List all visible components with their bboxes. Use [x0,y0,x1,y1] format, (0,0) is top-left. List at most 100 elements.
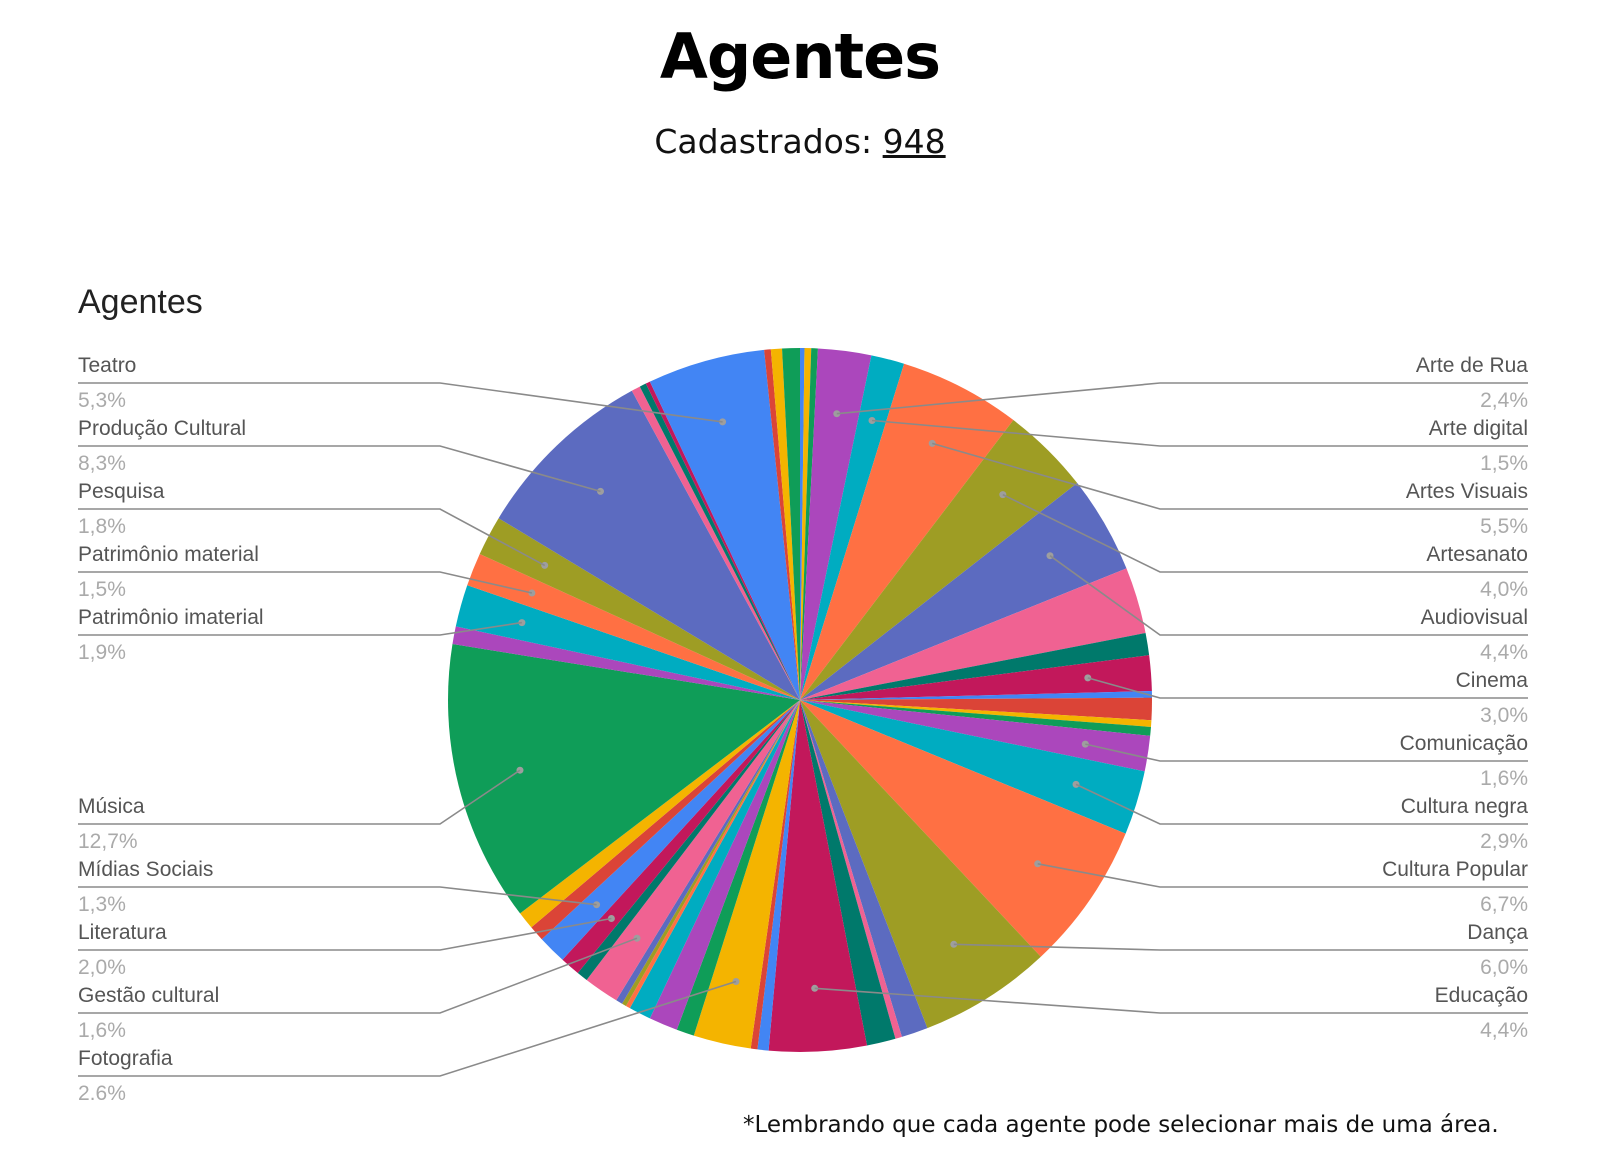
slice-label-artesanato: Artesanato [1426,543,1528,566]
slice-pct-cultura-popular: 6,7% [1480,893,1528,916]
slice-label-producao-cultural: Produção Cultural [78,417,246,440]
pie-slice-cultura-negra [800,700,1145,834]
pie-slice-20 [800,700,902,1039]
pie-slice-27 [649,700,800,1030]
slice-label-gestao-cultural: Gestão cultural [78,984,219,1007]
pie-slice-23 [757,700,800,1051]
pie-slice-29 [625,700,800,1009]
leader-line-cinema [1087,677,1528,699]
pie-slice-cinema [800,655,1152,700]
pie-slice-gestao-cultural [586,700,800,1001]
leader-line-producao-cultural [78,445,601,493]
pie-slice-33 [577,700,800,980]
pie-slice-26 [676,700,800,1036]
pie-slice-patrimonio-material [467,553,800,700]
leader-line-audiovisual [1049,555,1528,636]
pie-slice-0 [800,348,805,700]
pie-slice-educacao [768,700,868,1052]
pie-slice-patrimonio-imaterial [455,585,800,700]
slice-label-comunicacao: Comunicação [1400,732,1528,755]
pie-slice-21 [800,700,896,1046]
slice-label-arte-de-rua: Arte de Rua [1416,354,1528,377]
slice-label-literatura: Literatura [78,921,167,944]
leader-line-cultura-popular [1037,863,1528,888]
leader-line-artes-visuais [931,442,1528,510]
pie-slice-11 [800,691,1152,700]
registered-count-label: Cadastrados: [654,122,883,161]
pie-slice-teatro [649,349,800,700]
pie-slice-24 [750,700,800,1050]
pie-slice-1 [800,348,812,700]
pie-slice-literatura [562,700,800,973]
label-leaders [78,382,1528,1077]
pie-slice-49 [770,348,800,700]
pie-slice-36 [531,700,800,940]
slice-label-danca: Dança [1467,921,1528,944]
slice-pct-producao-cultural: 8,3% [78,452,126,475]
slice-pct-danca: 6,0% [1480,956,1528,979]
slice-label-audiovisual: Audiovisual [1421,606,1528,629]
slice-label-teatro: Teatro [78,354,136,377]
slice-pct-patrimonio-material: 1,5% [78,578,126,601]
pie-slice-arte-digital [800,355,905,700]
slice-pct-musica: 12,7% [78,830,138,853]
leader-line-pesquisa [78,508,546,567]
pie-slice-danca [800,700,1041,1029]
pie-slice-arte-de-rua [800,348,872,700]
pie-slice-48 [764,349,800,700]
pie-slice-46 [645,381,800,700]
slice-label-artes-visuais: Artes Visuais [1406,480,1528,503]
pie-slice-fotografia [693,700,800,1049]
pie-slice-midias-sociais [541,700,800,960]
slice-pct-teatro: 5,3% [78,389,126,412]
leader-line-cultura-negra [1075,783,1528,825]
pie-slice-musica [448,644,800,914]
pie-slice-audiovisual [800,483,1127,700]
slice-label-midias-sociais: Mídias Sociais [78,858,213,881]
pie-slice-cultura-popular [800,700,1126,957]
pie-slice-50 [782,348,800,700]
pie-slice-39 [452,626,800,700]
pie-slice-31 [616,700,800,1004]
slice-pct-educacao: 4,4% [1480,1019,1528,1042]
slice-label-fotografia: Fotografia [78,1047,173,1070]
leader-line-comunicacao [1085,743,1528,762]
leader-line-musica [78,769,521,825]
pie-slice-8 [800,568,1146,700]
pie-slice-45 [639,383,800,700]
pie-slice-37 [520,700,800,928]
chart-title: Agentes [78,283,203,321]
registered-count-value: 948 [882,122,946,161]
pie-slice-comunicacao [800,700,1151,772]
slice-pct-arte-digital: 1,5% [1480,452,1528,475]
page-title: Agentes [659,20,941,93]
pie-slice-14 [800,700,1151,736]
slice-pct-cultura-negra: 2,9% [1480,830,1528,853]
slice-label-cultura-popular: Cultura Popular [1382,858,1528,881]
slice-pct-patrimonio-imaterial: 1,9% [78,641,126,664]
pie-slice-pesquisa [479,518,800,700]
leader-line-literatura [78,917,612,951]
slice-pct-midias-sociais: 1,3% [78,893,126,916]
slice-pct-cinema: 3,0% [1480,704,1528,727]
footnote: *Lembrando que cada agente pode selecion… [743,1112,1499,1138]
pie-slices [448,348,1152,1052]
slice-pct-comunicacao: 1,6% [1480,767,1528,790]
pie-slice-artes-visuais [800,363,1014,700]
slice-pct-pesquisa: 1,8% [78,515,126,538]
leader-line-arte-digital [871,419,1528,447]
pie-slice-2 [800,348,818,700]
pie-slice-12 [800,697,1152,721]
leader-line-gestao-cultural [78,937,638,1014]
leader-line-fotografia [78,980,737,1077]
leader-line-arte-de-rua [836,382,1528,415]
pie-slice-19 [800,700,928,1037]
slice-label-pesquisa: Pesquisa [78,480,165,503]
leader-line-midias-sociais [78,886,597,906]
slice-pct-literatura: 2,0% [78,956,126,979]
pie-slice-producao-cultural [498,390,800,700]
slice-label-cultura-negra: Cultura negra [1401,795,1529,818]
leader-line-patrimonio-material [78,571,533,594]
slice-label-patrimonio-material: Patrimônio material [78,543,259,566]
